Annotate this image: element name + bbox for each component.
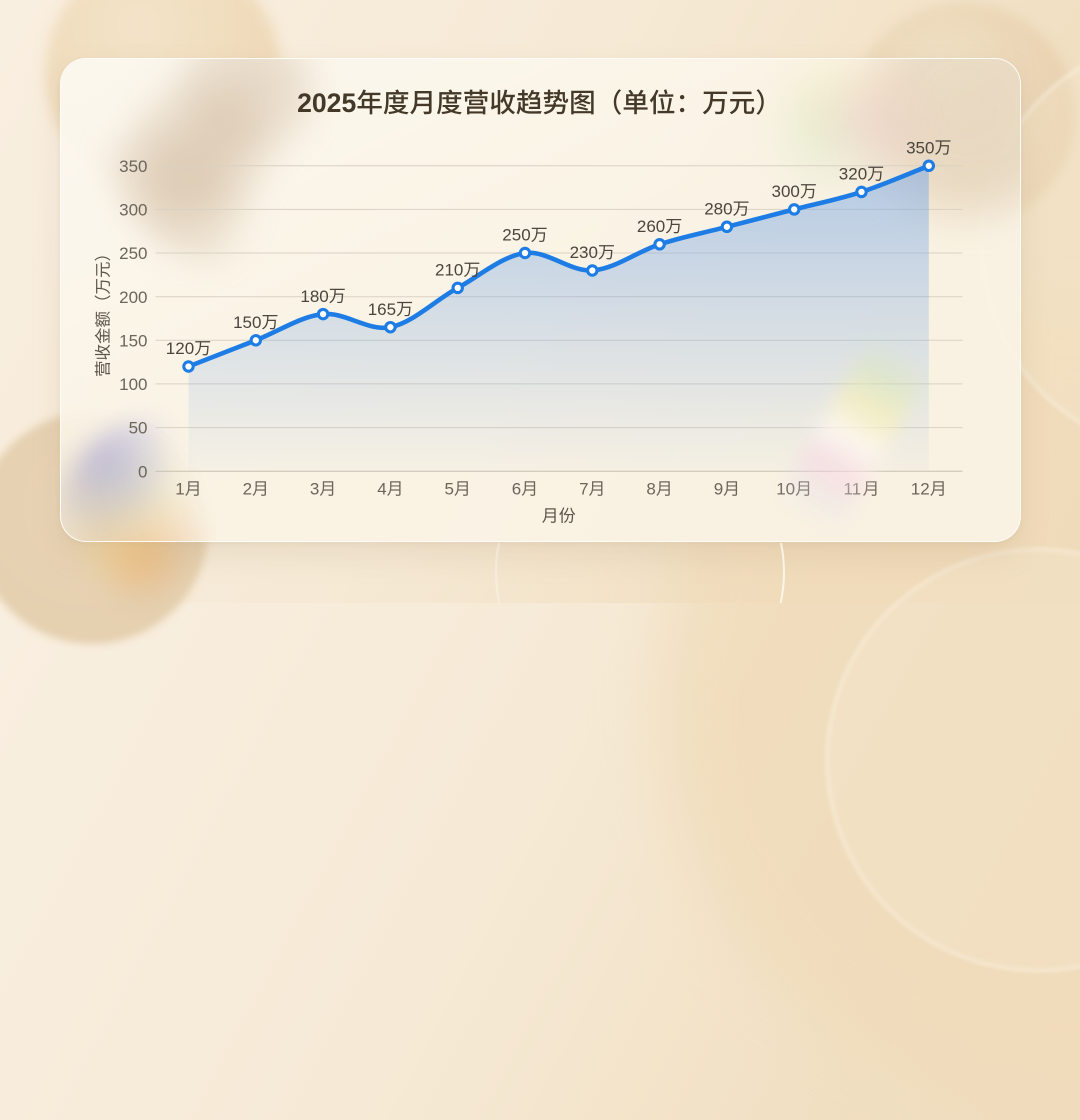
svg-text:7: 7 [579, 480, 588, 499]
svg-text:230: 230 [570, 243, 598, 262]
svg-text:320: 320 [839, 165, 867, 184]
svg-text:6: 6 [512, 480, 521, 499]
svg-text:2025: 2025 [297, 88, 356, 118]
svg-text:12: 12 [911, 480, 930, 499]
svg-text:165: 165 [368, 300, 396, 319]
svg-text:260: 260 [637, 217, 665, 236]
svg-text:350: 350 [119, 157, 147, 176]
svg-text:5: 5 [445, 480, 454, 499]
svg-text:120: 120 [166, 339, 194, 358]
svg-text:250: 250 [502, 226, 530, 245]
svg-text:200: 200 [119, 288, 147, 307]
svg-text:300: 300 [772, 182, 800, 201]
svg-text:210: 210 [435, 261, 463, 280]
svg-text:250: 250 [119, 244, 147, 263]
svg-text:9: 9 [714, 480, 723, 499]
svg-text:1: 1 [175, 480, 184, 499]
svg-text:50: 50 [129, 419, 148, 438]
svg-text:280: 280 [704, 200, 732, 219]
svg-text:10: 10 [776, 480, 795, 499]
svg-text:3: 3 [310, 480, 319, 499]
svg-text:2: 2 [243, 480, 252, 499]
svg-text:100: 100 [119, 375, 147, 394]
svg-text:350: 350 [906, 138, 934, 157]
svg-text:0: 0 [138, 462, 147, 481]
svg-text:8: 8 [646, 480, 655, 499]
svg-text:300: 300 [119, 201, 147, 220]
svg-text:180: 180 [300, 287, 328, 306]
svg-text:4: 4 [377, 480, 386, 499]
svg-text:150: 150 [119, 331, 147, 350]
svg-text:11: 11 [844, 480, 862, 499]
svg-text:150: 150 [233, 313, 261, 332]
